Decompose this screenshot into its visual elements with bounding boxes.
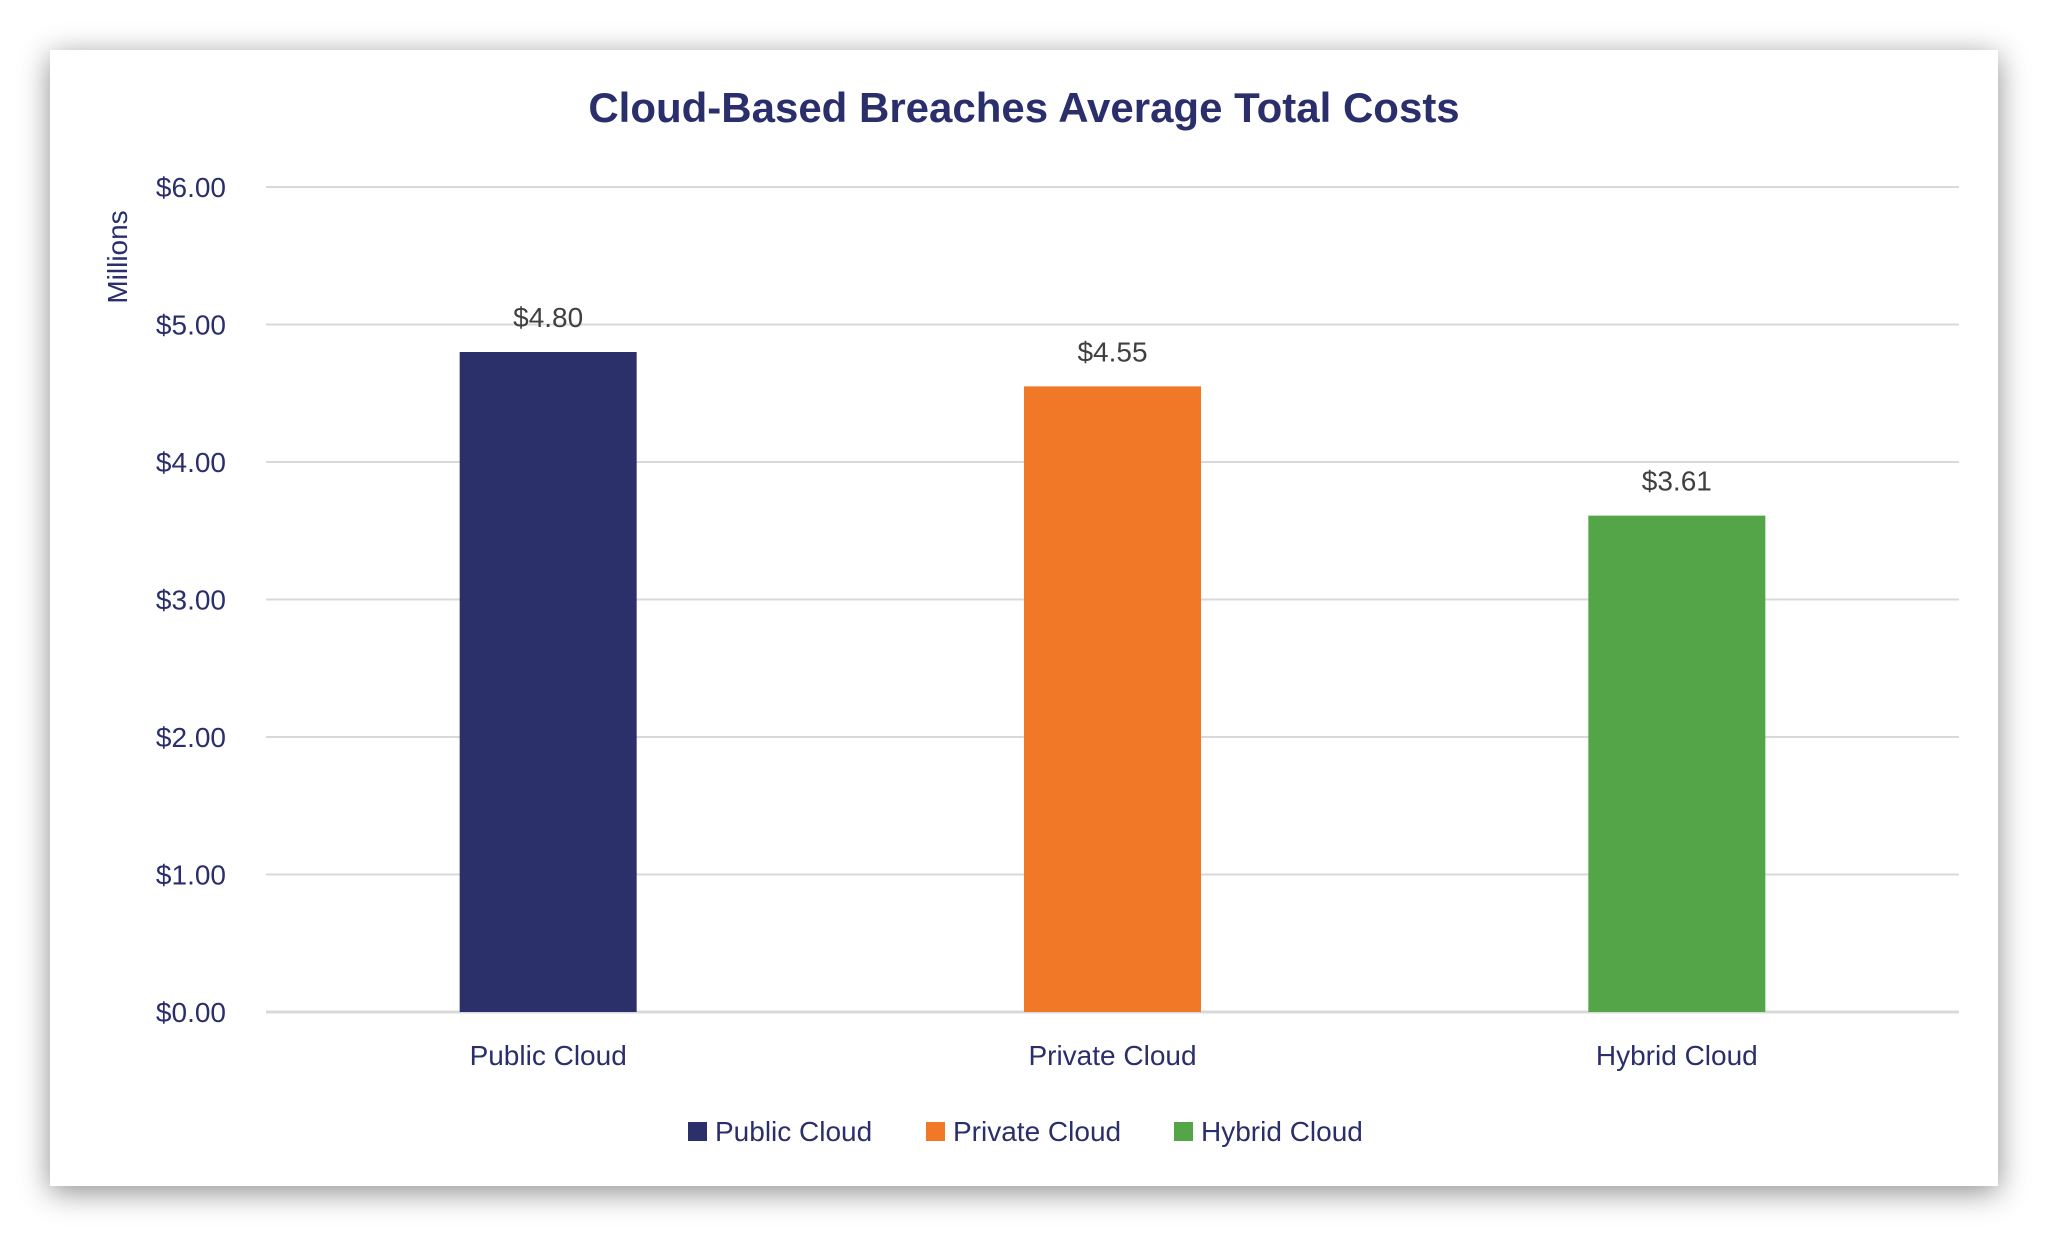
y-tick-label: $3.00 [156, 585, 226, 616]
data-label: $3.61 [1642, 466, 1712, 497]
y-tick-label: $2.00 [156, 722, 226, 753]
y-tick-label: $0.00 [156, 997, 226, 1028]
y-axis-label: Millions [102, 210, 133, 303]
data-label: $4.80 [513, 302, 583, 333]
y-tick-label: $4.00 [156, 447, 226, 478]
x-tick-label: Public Cloud [470, 1040, 627, 1071]
x-tick-label: Hybrid Cloud [1596, 1040, 1758, 1071]
legend-swatch [1174, 1122, 1193, 1141]
bar [1588, 515, 1766, 1012]
data-label: $4.55 [1077, 336, 1147, 367]
y-tick-label: $5.00 [156, 310, 226, 341]
bar [1024, 386, 1201, 1012]
legend-entry: Public Cloud [715, 1116, 872, 1147]
bar [459, 352, 637, 1012]
y-tick-label: $6.00 [156, 172, 226, 203]
y-tick-label: $1.00 [156, 860, 226, 891]
legend-entry: Private Cloud [953, 1116, 1121, 1147]
legend-swatch [926, 1122, 945, 1141]
chart-title: Cloud-Based Breaches Average Total Costs [588, 84, 1459, 131]
x-tick-label: Private Cloud [1028, 1040, 1196, 1071]
legend-entry: Hybrid Cloud [1201, 1116, 1363, 1147]
legend-swatch [688, 1122, 707, 1141]
